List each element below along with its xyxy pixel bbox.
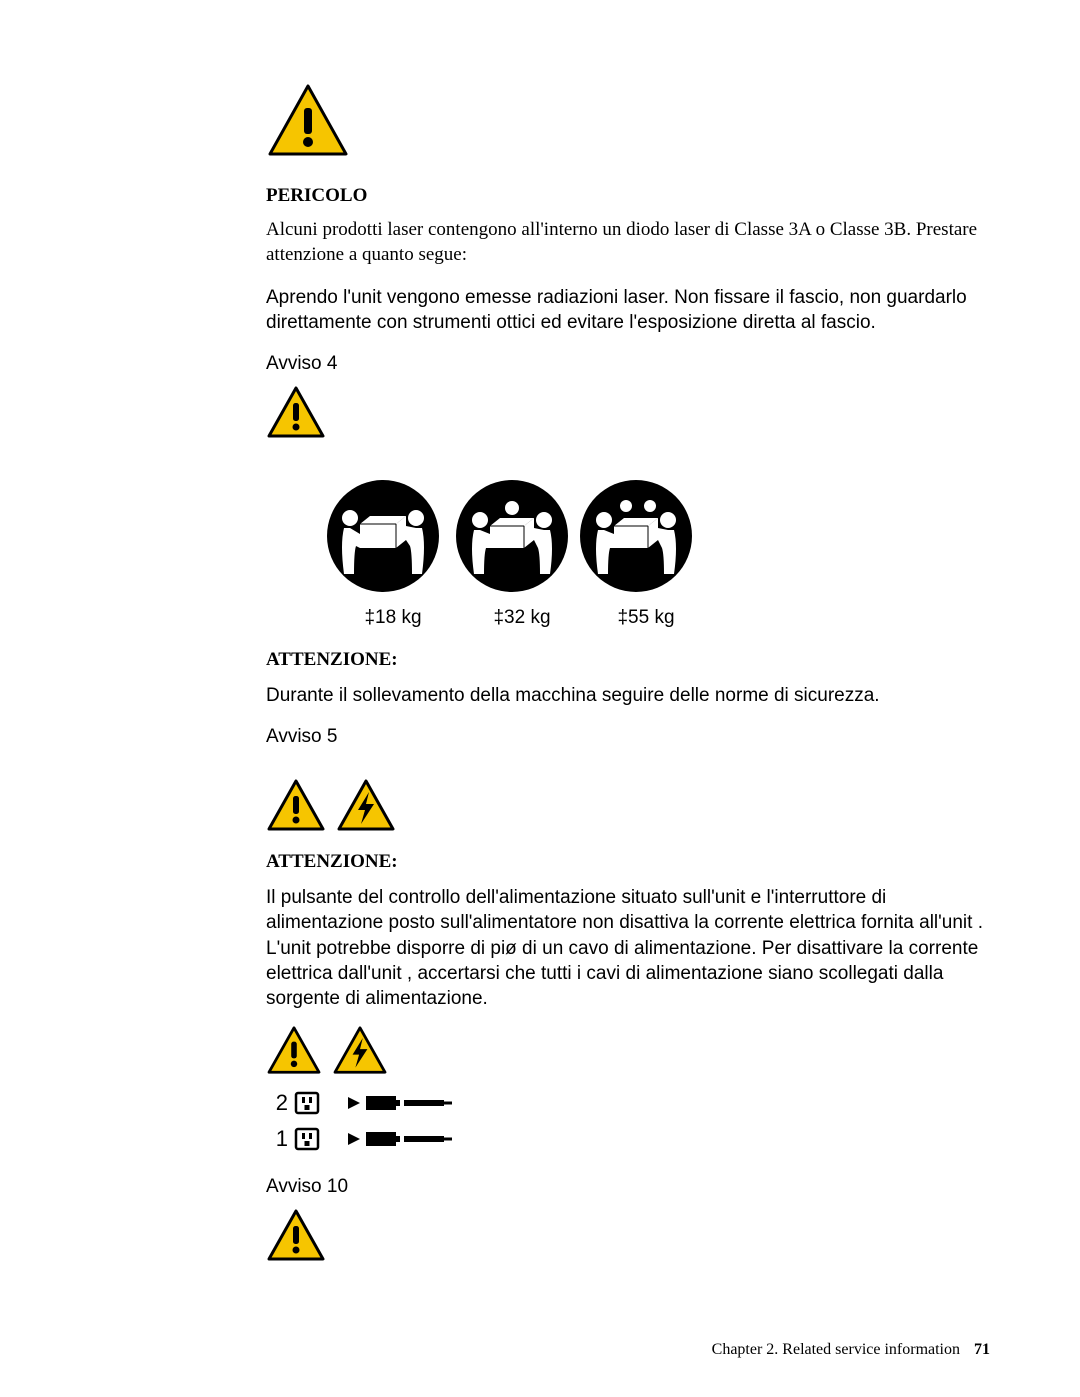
warning-icon-small-1 — [266, 385, 326, 444]
warning-pair-2 — [266, 1025, 990, 1080]
avviso-5-label: Avviso 5 — [266, 726, 990, 748]
lifting-labels: ‡18 kg ‡32 kg ‡55 kg — [320, 607, 990, 629]
lifting-circle-4-people — [578, 478, 694, 599]
section1-serif-paragraph: Alcuni prodotti laser contengono all'int… — [266, 217, 990, 267]
lifting-circle-2-people — [320, 478, 446, 599]
warning-icon-large — [266, 82, 350, 163]
power-row-num-1: 1 — [266, 1126, 288, 1152]
lifting-circle-3-people — [454, 478, 570, 599]
lifting-label-55kg: ‡55 kg — [588, 607, 704, 629]
avviso-4-label: Avviso 4 — [266, 353, 990, 375]
warning-icon-small-3 — [266, 1208, 326, 1267]
power-row-num-2: 2 — [266, 1090, 288, 1116]
footer-page-number: 71 — [974, 1341, 990, 1358]
power-row-icon-2 — [294, 1089, 454, 1117]
power-row-1: 1 — [266, 1122, 990, 1156]
attenzione-heading-1: ATTENZIONE: — [266, 649, 990, 671]
section3-paragraph: Il pulsante del controllo dell'alimentaz… — [266, 885, 990, 1010]
power-row-2: 2 — [266, 1086, 990, 1120]
warning-icon-exclaim-2 — [266, 1025, 322, 1080]
lifting-label-32kg: ‡32 kg — [464, 607, 580, 629]
lifting-label-18kg: ‡18 kg — [330, 607, 456, 629]
pericolo-heading: PERICOLO — [266, 185, 990, 207]
power-row-icon-1 — [294, 1125, 454, 1153]
avviso-10-label: Avviso 10 — [266, 1176, 990, 1198]
warning-pair-1 — [266, 778, 990, 837]
page-container: PERICOLO Alcuni prodotti laser contengon… — [0, 0, 1080, 1397]
page-footer: Chapter 2. Related service information 7… — [712, 1341, 990, 1359]
power-unplug-diagram: 2 1 — [266, 1086, 990, 1156]
lifting-diagram: ‡18 kg ‡32 kg ‡55 kg — [320, 478, 990, 629]
attenzione-heading-2: ATTENZIONE: — [266, 851, 990, 873]
section2-paragraph: Durante il sollevamento della macchina s… — [266, 683, 990, 708]
warning-icon-lightning-2 — [332, 1025, 388, 1080]
section1-sans-paragraph: Aprendo l'unit vengono emesse radiazioni… — [266, 285, 990, 335]
footer-chapter: Chapter 2. Related service information — [712, 1341, 960, 1358]
warning-icon-lightning — [336, 778, 396, 837]
warning-icon-exclaim — [266, 778, 326, 837]
